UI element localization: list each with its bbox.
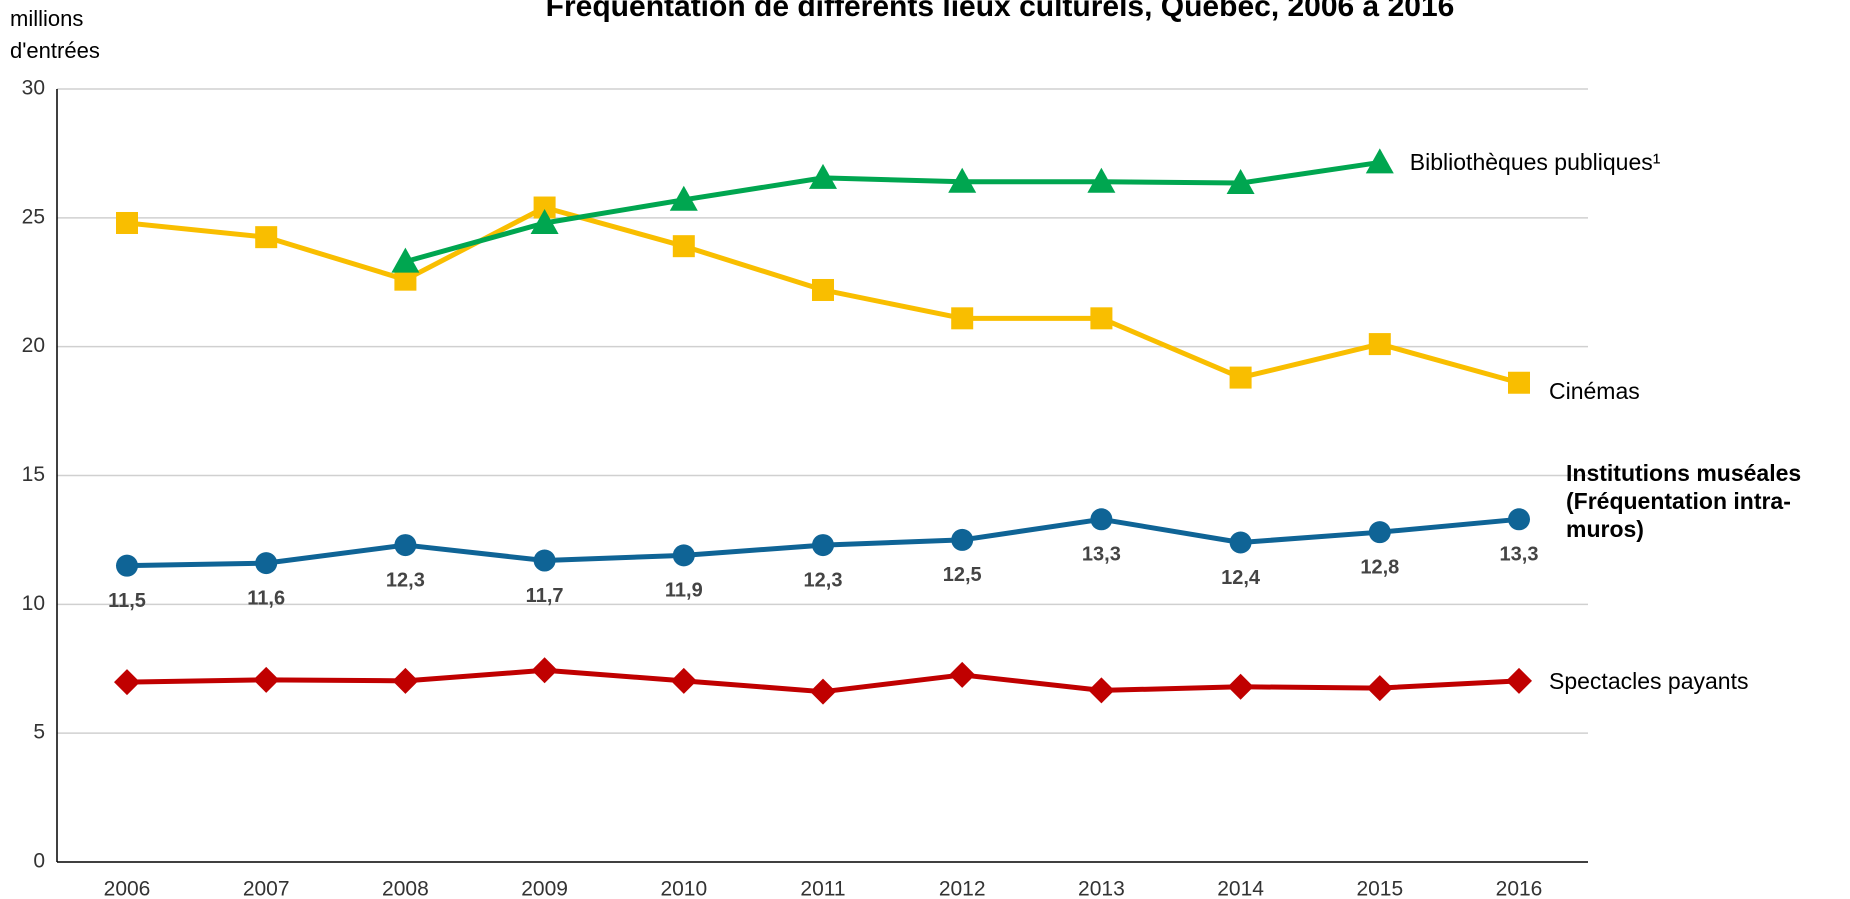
- marker: [1368, 521, 1391, 544]
- marker: [255, 226, 278, 249]
- x-tick-label: 2012: [939, 878, 986, 899]
- marker: [116, 554, 138, 577]
- marker: [392, 667, 419, 694]
- marker: [1506, 667, 1532, 694]
- marker: [1508, 371, 1530, 394]
- x-tick-label: 2014: [1217, 878, 1264, 899]
- data-label: 12,3: [386, 569, 425, 591]
- x-tick-label: 2016: [1496, 878, 1543, 899]
- series-label: Bibliothèques publiques¹: [1409, 149, 1661, 176]
- marker: [533, 196, 556, 219]
- marker: [809, 163, 837, 189]
- y-tick-label: 15: [22, 463, 45, 486]
- marker: [1366, 675, 1393, 702]
- marker: [948, 167, 977, 193]
- marker: [1090, 508, 1113, 531]
- data-label: 12,5: [943, 564, 982, 586]
- data-label: 11,7: [526, 585, 564, 607]
- marker: [253, 666, 280, 693]
- data-label: 13,3: [1500, 544, 1539, 566]
- marker: [533, 549, 556, 572]
- y-axis-label: millions: [10, 6, 83, 31]
- marker: [391, 247, 420, 273]
- marker: [812, 534, 834, 557]
- marker: [812, 278, 834, 301]
- marker: [255, 552, 278, 575]
- marker: [531, 657, 558, 684]
- x-tick-label: 2010: [660, 878, 707, 899]
- marker: [1226, 169, 1255, 195]
- marker: [1227, 673, 1254, 700]
- data-label: 12,8: [1360, 556, 1399, 578]
- marker: [394, 534, 417, 557]
- y-tick-label: 30: [22, 77, 45, 100]
- data-label: 11,9: [665, 580, 703, 602]
- x-tick-label: 2007: [243, 878, 290, 899]
- marker: [672, 544, 695, 567]
- series-label: Spectacles payants: [1549, 667, 1749, 694]
- marker: [1229, 366, 1252, 389]
- data-label: 11,6: [247, 587, 285, 609]
- data-label: 12,4: [1221, 567, 1261, 589]
- y-tick-label: 5: [33, 721, 45, 744]
- marker: [1087, 167, 1116, 193]
- y-tick-label: 0: [33, 850, 45, 873]
- x-tick-label: 2006: [104, 878, 151, 899]
- marker: [672, 235, 695, 258]
- marker: [1365, 148, 1394, 174]
- x-tick-label: 2009: [521, 878, 568, 899]
- x-tick-label: 2013: [1078, 878, 1125, 899]
- marker: [810, 678, 836, 705]
- y-tick-label: 25: [22, 205, 45, 228]
- y-tick-label: 20: [22, 334, 45, 357]
- marker: [1090, 307, 1113, 330]
- series-label: Cinémas: [1549, 377, 1640, 404]
- x-tick-label: 2015: [1356, 878, 1403, 899]
- chart-title: Fréquentation de différents lieux cultur…: [546, 0, 1455, 23]
- marker: [951, 528, 974, 551]
- marker: [530, 208, 559, 234]
- marker: [949, 661, 976, 688]
- marker: [1229, 531, 1252, 554]
- x-tick-label: 2011: [800, 878, 845, 899]
- data-label: 13,3: [1082, 544, 1121, 566]
- y-axis-label: d'entrées: [10, 38, 100, 63]
- marker: [669, 185, 698, 211]
- marker: [116, 211, 138, 234]
- series-label: Institutions muséales (Fréquentation int…: [1566, 460, 1802, 543]
- x-tick-label: 2008: [382, 878, 429, 899]
- series-line: [404, 159, 1381, 265]
- marker: [1508, 508, 1530, 531]
- marker: [1088, 677, 1115, 704]
- marker: [1368, 333, 1391, 356]
- marker: [670, 667, 697, 694]
- marker: [951, 307, 974, 330]
- marker: [394, 268, 417, 291]
- data-label: 12,3: [804, 569, 843, 591]
- marker: [114, 669, 140, 696]
- data-label: 11,5: [108, 590, 146, 612]
- y-tick-label: 10: [22, 592, 45, 615]
